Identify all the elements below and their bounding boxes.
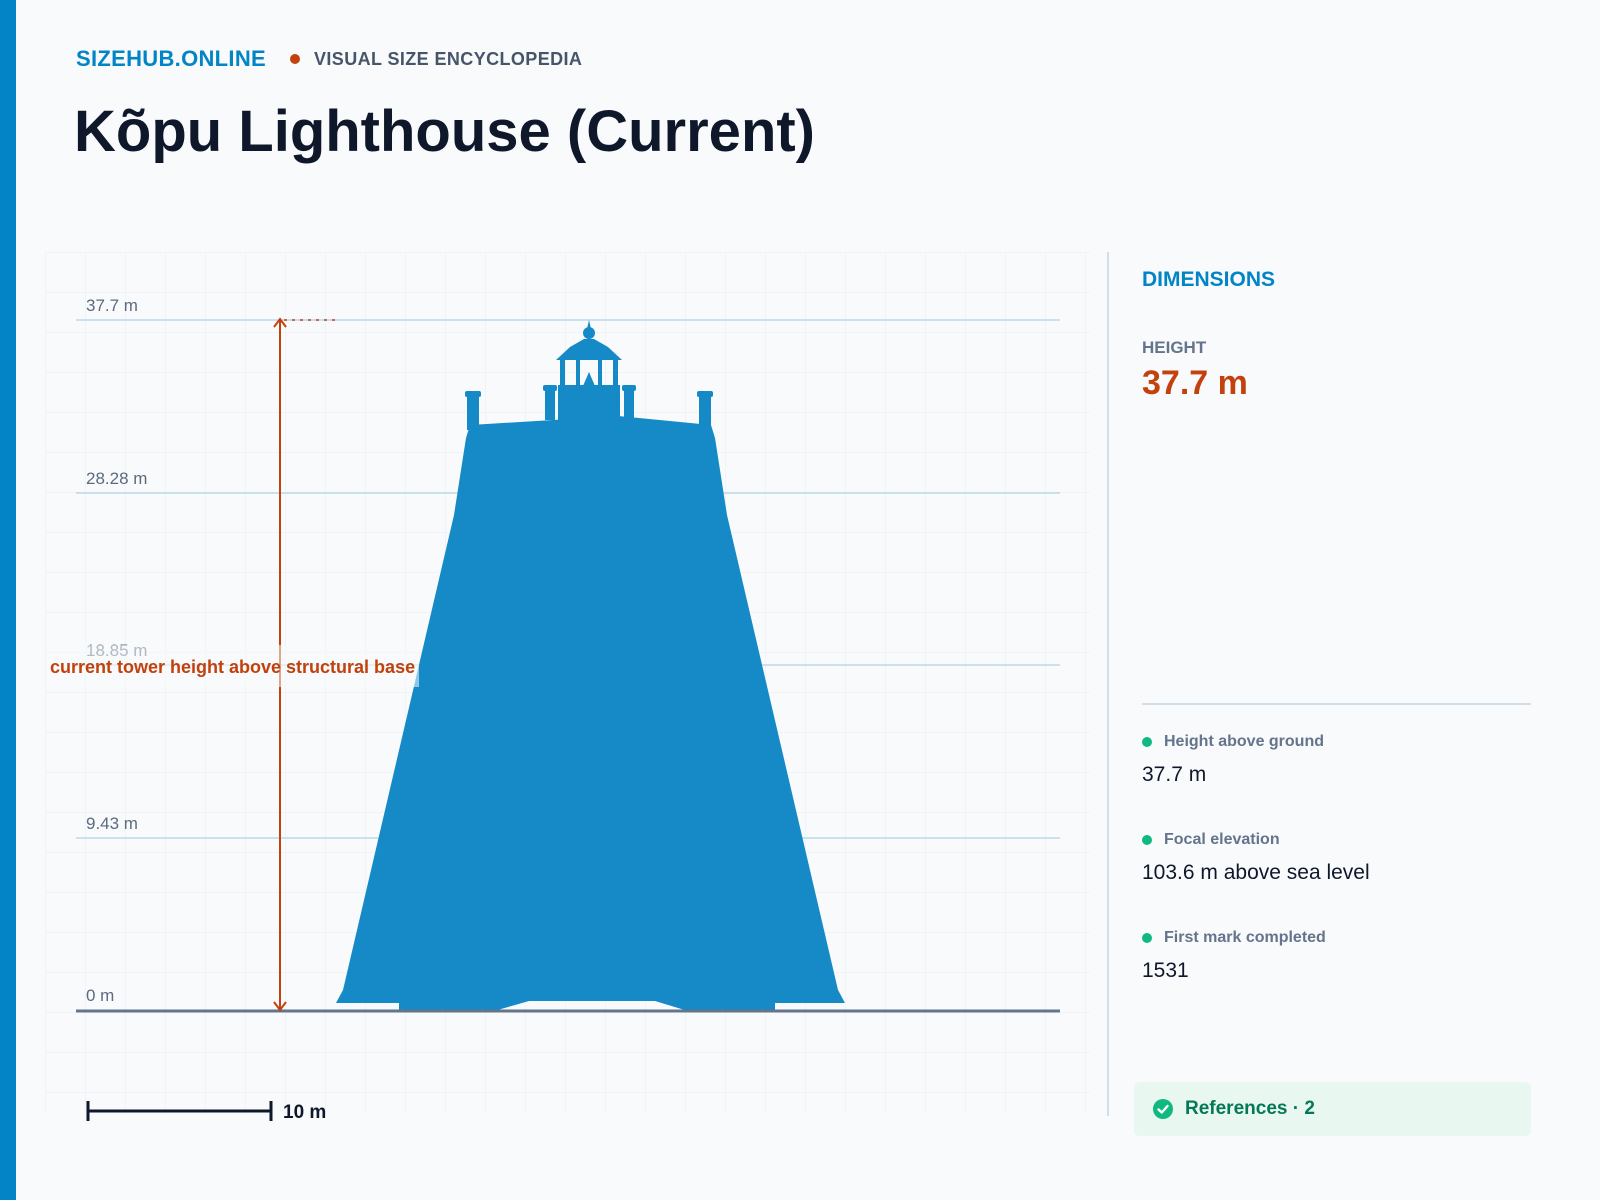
stat-label: First mark completed: [1164, 929, 1326, 946]
scale-bar-label: 10 m: [283, 1102, 326, 1123]
status-dot: [1142, 737, 1152, 747]
lantern-lamp: [583, 372, 595, 386]
accent-bar: [0, 0, 16, 1200]
references-label: References · 2: [1185, 1098, 1315, 1119]
panel-rule: [1142, 703, 1531, 705]
lighthouse-silhouette: [336, 320, 845, 1011]
scale-bar: [86, 1101, 273, 1121]
stat-value: 1531: [1142, 959, 1189, 982]
references-button[interactable]: References · 2: [1134, 1082, 1531, 1136]
lantern-post-left: [560, 360, 565, 388]
stat-focal-elevation: Focal elevation 103.6 m above sea level: [1142, 831, 1532, 885]
turret-mid-right: [624, 390, 634, 420]
lantern-finial: [583, 327, 595, 339]
turret-mid-left-cap: [543, 385, 557, 391]
lantern-base: [558, 385, 620, 420]
corner-turret-right: [699, 396, 711, 430]
status-dot: [1142, 933, 1152, 943]
height-label: HEIGHT: [1142, 338, 1207, 357]
brand-tagline: VISUAL SIZE ENCYCLOPEDIA: [314, 48, 583, 69]
stat-value: 103.6 m above sea level: [1142, 861, 1370, 884]
stat-first-mark-completed: First mark completed 1531: [1142, 929, 1532, 983]
arrow-head-bottom: [273, 1001, 287, 1012]
tick-label-28-28: 28.28 m: [86, 469, 147, 488]
stat-value: 37.7 m: [1142, 763, 1207, 786]
page-title: Kõpu Lighthouse (Current): [74, 99, 816, 164]
turret-mid-left: [545, 390, 555, 420]
check-circle-icon: [1153, 1099, 1173, 1119]
tick-label-9-43: 9.43 m: [86, 814, 138, 833]
corner-turret-left-cap: [465, 391, 481, 397]
stat-label: Focal elevation: [1164, 831, 1280, 848]
brand-separator-dot: [290, 54, 300, 64]
tower-body: [336, 416, 845, 1011]
turret-mid-right-cap: [622, 385, 636, 391]
annotation-label: current tower height above structural ba…: [50, 657, 415, 677]
height-value: 37.7 m: [1142, 364, 1248, 402]
stat-label: Height above ground: [1164, 733, 1324, 750]
lantern-post-mid-left: [576, 360, 580, 388]
tick-label-37-7: 37.7 m: [86, 296, 138, 315]
status-dot: [1142, 835, 1152, 845]
brand-name[interactable]: SIZEHUB.ONLINE: [76, 46, 266, 71]
panel-divider: [1107, 252, 1109, 1116]
corner-turret-right-cap: [697, 391, 713, 397]
panel-title: DIMENSIONS: [1142, 268, 1276, 291]
annotation-backdrop: [47, 645, 419, 687]
lantern-roof: [556, 339, 622, 360]
dimensions-panel: DIMENSIONS HEIGHT 37.7 m Height above gr…: [1134, 252, 1532, 1136]
lantern-spire: [587, 320, 591, 329]
lantern-post-right: [613, 360, 618, 388]
tick-label-0: 0 m: [86, 986, 114, 1005]
corner-turret-left: [467, 396, 479, 430]
lantern-post-mid-right: [598, 360, 602, 388]
brand: SIZEHUB.ONLINE VISUAL SIZE ENCYCLOPEDIA: [76, 46, 582, 72]
stat-height-above-ground: Height above ground 37.7 m: [1142, 733, 1532, 787]
arrow-head-top: [273, 317, 287, 328]
